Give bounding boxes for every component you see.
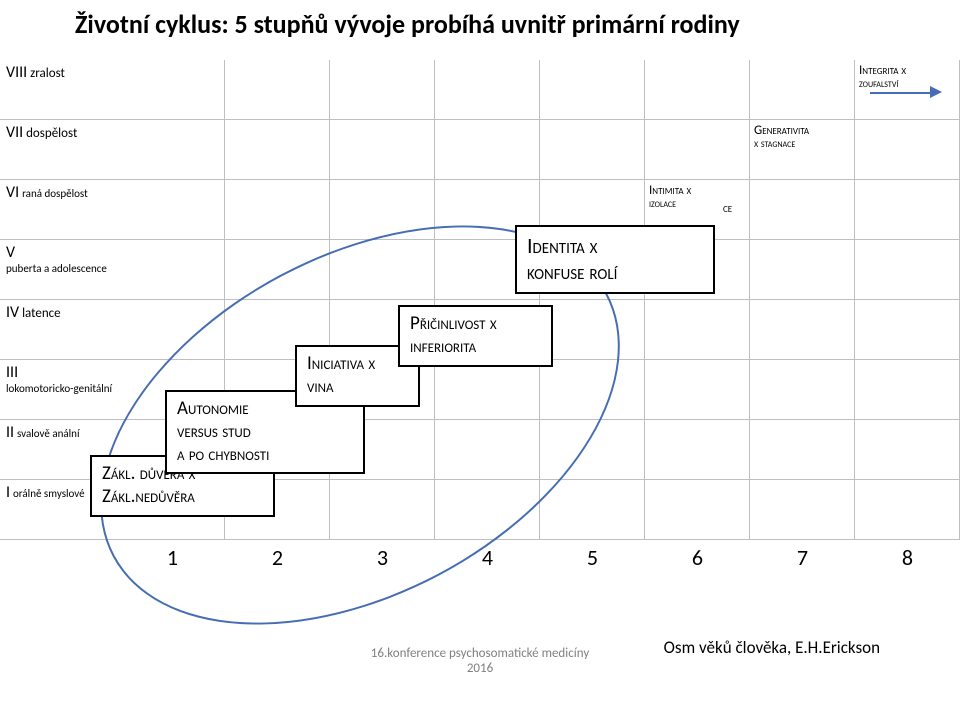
diag-cell-8: Integrita xzoufalství — [855, 60, 960, 120]
stage-box-4: Přičinlivost x inferiorita — [398, 305, 553, 367]
row-label-8: VIII zralost — [0, 60, 120, 120]
subfooter: 16.konference psychosomatické medicíny 2… — [0, 647, 960, 676]
row-label-4: IV latence — [0, 300, 120, 360]
col-num-5: 5 — [540, 540, 645, 580]
row-label-6: VI raná dospělost — [0, 180, 120, 240]
integrity-arrow-line — [870, 92, 932, 94]
col-num-6: 6 — [645, 540, 750, 580]
integrity-arrow-head — [930, 86, 942, 98]
col-num-1: 1 — [120, 540, 225, 580]
diag-cell-7: Generativitax stagnace — [750, 120, 855, 180]
row-label-3: IIIlokomotoricko-genitální — [0, 360, 120, 420]
col-num-3: 3 — [330, 540, 435, 580]
stage-box-5: Identita x konfuse rolí — [515, 225, 715, 294]
col-num-4: 4 — [435, 540, 540, 580]
col-num-2: 2 — [225, 540, 330, 580]
page-title: Životní cyklus: 5 stupňů vývoje probíhá … — [75, 8, 740, 40]
col-num-8: 8 — [855, 540, 960, 580]
col-num-7: 7 — [750, 540, 855, 580]
row-label-7: VII dospělost — [0, 120, 120, 180]
row-label-5: Vpuberta a adolescence — [0, 240, 120, 300]
